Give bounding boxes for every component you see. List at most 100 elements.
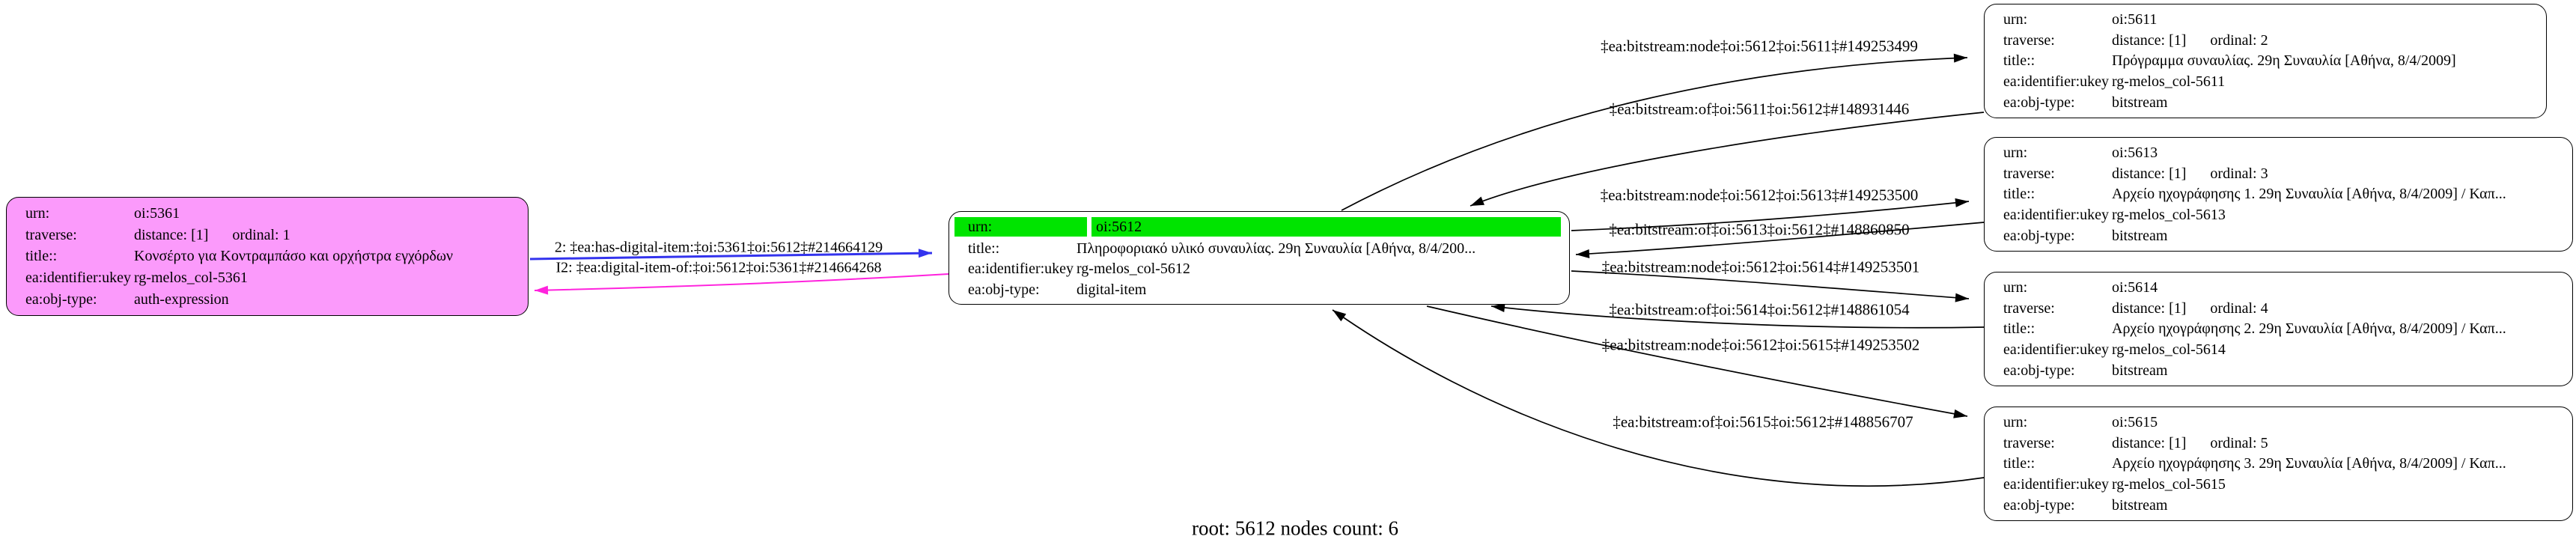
field-label: ea:identifier:ukey [2003,73,2110,91]
node-row-ukey: ea:identifier:ukey rg-melos_col-5615 [1985,475,2572,493]
field-label: ea:identifier:ukey [2003,207,2110,224]
field-value: distance: [1] [2112,31,2187,49]
field-value: bitstream [2112,362,2168,380]
field-label: title:: [2003,52,2035,70]
field-value-ordinal: ordinal: 2 [2210,31,2268,49]
field-label: title:: [2003,186,2035,203]
field-value: distance: [1] [2112,434,2187,451]
graph-caption: root: 5612 nodes count: 6 [1192,517,1398,540]
field-value: oi:5361 [134,204,180,222]
field-value: rg-melos_col-5615 [2112,476,2226,493]
field-label: traverse: [2003,299,2055,317]
field-value: Πρόγραμμα συναυλίας. 29η Συναυλία [Αθήνα… [2112,52,2456,70]
node-oi-5361[interactable]: urn: oi:5361 traverse: distance: [1] ord… [6,197,529,316]
field-label: ea:obj-type: [2003,497,2075,514]
node-row-title: title:: Αρχείο ηχογράφησης 2. 29η Συναυλ… [1985,320,2572,338]
edge-label-bitstream-of-5611: ‡ea:bitstream:of‡oi:5611‡oi:5612‡#148931… [1609,100,1910,118]
field-label: title:: [2003,320,2035,338]
field-label: traverse: [25,226,77,243]
node-oi-5615[interactable]: urn: oi:5615 traverse: distance: [1] ord… [1984,407,2573,521]
field-value: distance: [1] [2112,165,2187,182]
edge-label-bitstream-of-5613: ‡ea:bitstream:of‡oi:5613‡oi:5612‡#148860… [1609,220,1910,239]
field-value: oi:5614 [2112,278,2158,296]
node-row-ukey: ea:identifier:ukey rg-melos_col-5611 [1985,73,2546,91]
field-label: title:: [25,248,58,265]
node-row-urn: urn: oi:5361 [7,204,528,222]
field-value: Αρχείο ηχογράφησης 3. 29η Συναυλία [Αθήν… [2112,455,2506,472]
field-label: traverse: [2003,31,2055,49]
highlight-cell: urn: [954,217,1087,237]
node-row-ukey: ea:identifier:ukey rg-melos_col-5613 [1985,206,2572,224]
highlight-cell: oi:5612 [1091,217,1561,237]
field-label: ea:obj-type: [968,281,1040,298]
node-row-urn: urn: oi:5615 [1985,413,2572,431]
field-label: title:: [968,240,1000,257]
node-row-objtype: ea:obj-type: digital-item [949,281,1569,299]
field-value: oi:5611 [2112,10,2158,28]
node-row-urn: urn: oi:5614 [1985,278,2572,296]
field-label: ea:obj-type: [2003,94,2075,112]
field-label: title:: [2003,455,2035,472]
edge-label-bitstream-of-5614: ‡ea:bitstream:of‡oi:5614‡oi:5612‡#148861… [1609,300,1910,319]
field-value: bitstream [2112,497,2168,514]
node-row-traverse: traverse: distance: [1] ordinal: 4 [1985,299,2572,317]
node-row-ukey: ea:identifier:ukey rg-melos_col-5612 [949,260,1569,278]
node-row-traverse: traverse: distance: [1] ordinal: 5 [1985,434,2572,452]
field-value-ordinal: ordinal: 5 [2210,434,2268,451]
edge-label-bitstream-node-5611: ‡ea:bitstream:node‡oi:5612‡oi:5611‡#1492… [1601,37,1918,55]
edge-label-bitstream-node-5613: ‡ea:bitstream:node‡oi:5612‡oi:5613‡#1492… [1600,186,1919,204]
node-oi-5612[interactable]: urn: oi:5612 title:: Πληροφοριακό υλικό … [949,211,1570,305]
field-value-ordinal: ordinal: 3 [2210,165,2268,182]
node-row-objtype: ea:obj-type: bitstream [1985,362,2572,380]
field-label: urn: [25,204,50,222]
field-value: distance: [1] [2112,299,2187,317]
node-oi-5613[interactable]: urn: oi:5613 traverse: distance: [1] ord… [1984,137,2573,252]
field-value: oi:5612 [1096,219,1142,236]
node-row-ukey: ea:identifier:ukey rg-melos_col-5361 [7,269,528,287]
field-value: Αρχείο ηχογράφησης 1. 29η Συναυλία [Αθήν… [2112,186,2506,203]
field-value-ordinal: ordinal: 1 [232,226,290,243]
field-label: ea:identifier:ukey [968,261,1074,278]
field-label: urn: [2003,10,2028,28]
field-value: Κονσέρτο για Κοντραμπάσο και ορχήστρα εγ… [134,248,454,265]
node-oi-5611[interactable]: urn: oi:5611 traverse: distance: [1] ord… [1984,4,2547,118]
node-row-title: title:: Αρχείο ηχογράφησης 3. 29η Συναυλ… [1985,454,2572,472]
edge-label-bitstream-node-5614: ‡ea:bitstream:node‡oi:5612‡oi:5614‡#1492… [1601,258,1920,276]
field-value: auth-expression [134,291,229,308]
field-value: digital-item [1077,281,1147,298]
edge-label-bitstream-node-5615: ‡ea:bitstream:node‡oi:5612‡oi:5615‡#1492… [1601,335,1920,354]
field-value: Αρχείο ηχογράφησης 2. 29η Συναυλία [Αθήν… [2112,320,2506,338]
field-value: oi:5613 [2112,144,2158,161]
field-value: bitstream [2112,228,2168,245]
field-value-ordinal: ordinal: 4 [2210,299,2268,317]
edge-label-digital-item-of: I2: ‡ea:digital-item-of:‡oi:5612‡oi:5361… [555,259,882,276]
field-label: ea:obj-type: [2003,228,2075,245]
field-value: oi:5615 [2112,413,2158,430]
edge-bitstream-node-5615 [1426,305,1968,418]
field-value: rg-melos_col-5614 [2112,341,2226,359]
field-label: ea:identifier:ukey [2003,476,2110,493]
edge-label-has-digital-item: 2: ‡ea:has-digital-item:‡oi:5361‡oi:5612… [554,239,883,256]
field-label: traverse: [2003,165,2055,182]
node-row-objtype: ea:obj-type: auth-expression [7,290,528,308]
node-row-title: title:: Πληροφοριακό υλικό συναυλίας. 29… [949,240,1569,258]
node-row-title: title:: Πρόγραμμα συναυλίας. 29η Συναυλί… [1985,52,2546,70]
node-row-traverse: traverse: distance: [1] ordinal: 3 [1985,165,2572,183]
node-row-urn: urn: oi:5613 [1985,144,2572,162]
field-label: traverse: [2003,434,2055,451]
edge-label-bitstream-of-5615: ‡ea:bitstream:of‡oi:5615‡oi:5612‡#148856… [1613,412,1913,431]
field-label: ea:obj-type: [2003,362,2075,380]
field-value: distance: [1] [134,226,209,243]
node-row-ukey: ea:identifier:ukey rg-melos_col-5614 [1985,341,2572,359]
field-label: urn: [2003,278,2028,296]
node-row-objtype: ea:obj-type: bitstream [1985,227,2572,245]
field-value: rg-melos_col-5361 [134,270,248,287]
field-value: rg-melos_col-5611 [2112,73,2226,91]
field-value: Πληροφοριακό υλικό συναυλίας. 29η Συναυλ… [1077,240,1476,257]
node-row-urn: urn: oi:5611 [1985,10,2546,28]
node-row-urn-highlighted: urn: oi:5612 [949,217,1569,237]
node-row-traverse: traverse: distance: [1] ordinal: 1 [7,226,528,244]
field-label: ea:obj-type: [25,291,97,308]
node-oi-5614[interactable]: urn: oi:5614 traverse: distance: [1] ord… [1984,272,2573,386]
